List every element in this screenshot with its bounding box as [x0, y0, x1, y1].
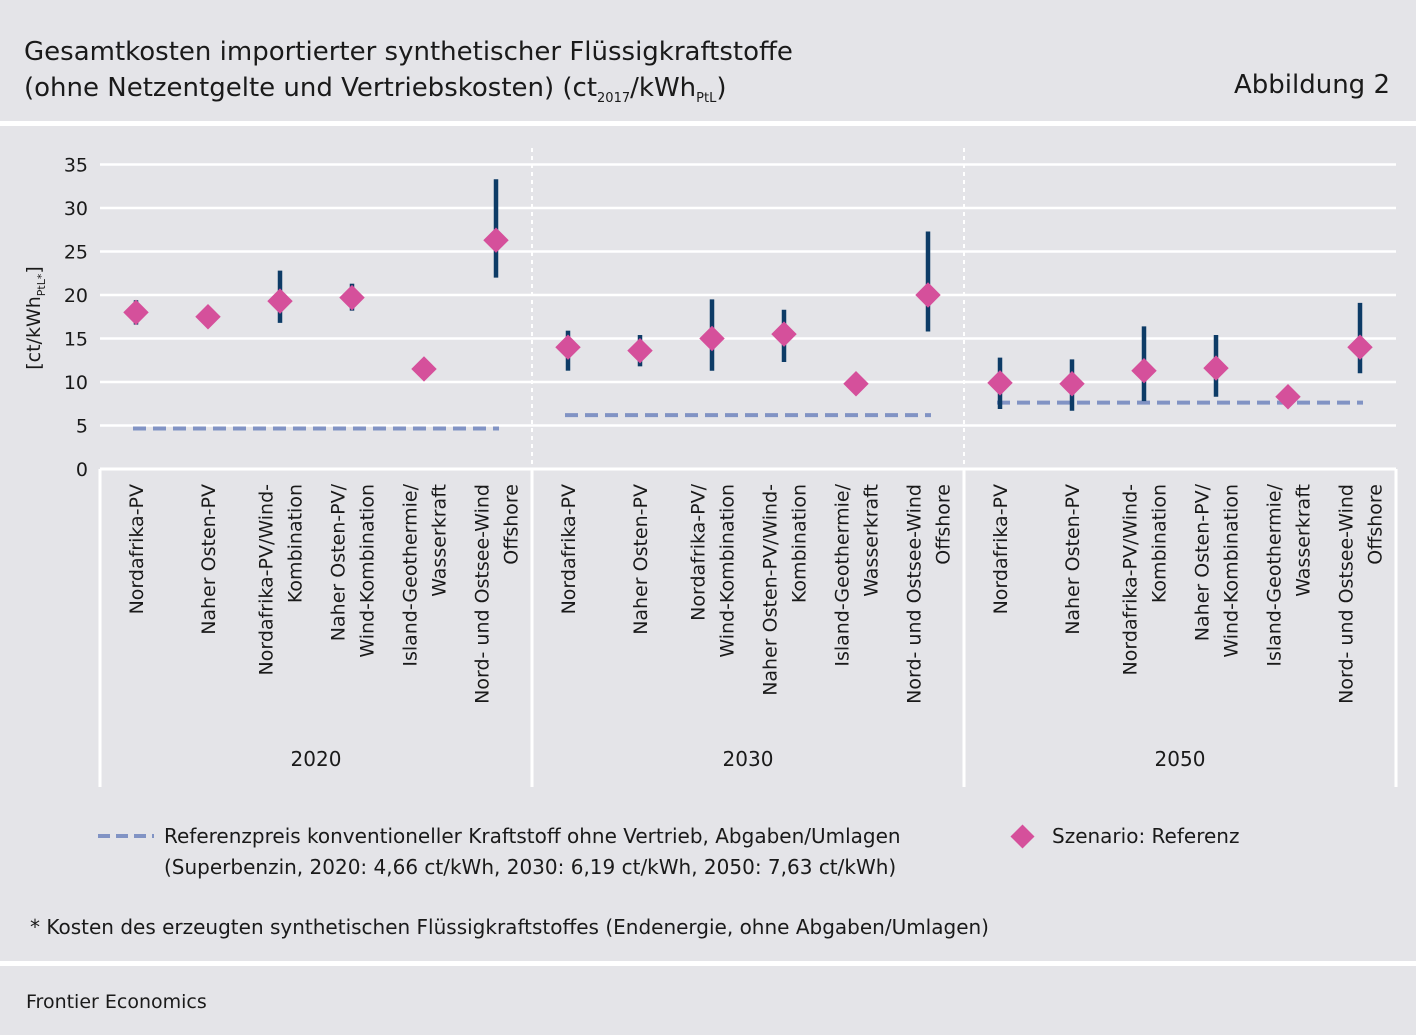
category-label: Offshore — [933, 484, 955, 565]
legend-scenario: Szenario: Referenz — [1052, 824, 1240, 848]
diamond-marker — [915, 282, 941, 308]
category-label: Island-Geothermie/ — [832, 483, 854, 666]
diamond-marker — [771, 321, 797, 347]
category-label: Naher Osten-PV/Wind- — [760, 484, 782, 696]
y-tick-label: 30 — [64, 198, 88, 220]
diamond-marker — [411, 356, 437, 382]
title-subscript-ptl: PtL — [696, 91, 717, 107]
category-label: Nordafrika-PV — [558, 484, 580, 614]
category-label: Island-Geothermie/ — [1264, 483, 1286, 666]
category-label: Nordafrika-PV — [990, 484, 1012, 614]
group-label: 2020 — [291, 747, 342, 771]
category-label: Nordafrika-PV/Wind- — [256, 484, 278, 675]
diamond-marker — [195, 304, 221, 330]
category-label: Kombination — [1149, 484, 1171, 603]
y-tick-label: 15 — [64, 329, 88, 351]
category-label: Wind-Kombination — [717, 484, 739, 658]
footer-divider — [0, 961, 1416, 966]
category-label: Naher Osten-PV — [198, 484, 220, 635]
legend-diamond-icon — [1010, 824, 1035, 849]
category-label: Nord- und Ostsee-Wind — [904, 484, 926, 704]
legend-reference-line2: (Superbenzin, 2020: 4,66 ct/kWh, 2030: 6… — [164, 855, 897, 879]
title-subscript-year: 2017 — [597, 91, 631, 107]
category-label: Island-Geothermie/ — [400, 483, 422, 666]
group-label: 2050 — [1155, 747, 1206, 771]
legend-reference-line1: Referenzpreis konventioneller Kraftstoff… — [164, 824, 901, 848]
category-label: Wasserkraft — [861, 484, 883, 597]
category-label: Naher Osten-PV — [1062, 484, 1084, 635]
diamond-marker — [627, 337, 653, 364]
diamond-marker — [123, 299, 149, 326]
y-tick-label: 35 — [64, 155, 88, 177]
chart-title: Gesamtkosten importierter synthetischer … — [24, 34, 793, 117]
category-label: Nord- und Ostsee-Wind — [1336, 484, 1358, 704]
y-tick-label: 0 — [76, 459, 88, 481]
title-close: ) — [716, 73, 727, 103]
category-label: Nordafrika-PV/ — [688, 483, 710, 620]
category-label: Kombination — [789, 484, 811, 603]
diamond-marker — [699, 325, 725, 352]
category-label: Nordafrika-PV/Wind- — [1120, 484, 1142, 675]
diamond-marker — [1059, 371, 1085, 397]
diamond-marker — [339, 284, 365, 311]
y-tick-label: 25 — [64, 242, 88, 264]
category-label: Wind-Kombination — [1221, 484, 1243, 658]
title-line-1: Gesamtkosten importierter synthetischer … — [24, 37, 793, 67]
diamond-marker — [1275, 384, 1301, 410]
category-label: Wind-Kombination — [357, 484, 379, 658]
diamond-marker — [555, 334, 581, 360]
legend-reference: Referenzpreis konventioneller Kraftstoff… — [164, 821, 901, 883]
category-label: Naher Osten-PV/ — [328, 483, 350, 641]
diamond-marker — [987, 370, 1013, 396]
diamond-marker — [1131, 357, 1157, 384]
category-label: Nord- und Ostsee-Wind — [472, 484, 494, 704]
title-line-2: (ohne Netzentgelte und Vertriebskosten) … — [24, 70, 793, 117]
category-label: Naher Osten-PV — [630, 484, 652, 635]
y-tick-label: 20 — [64, 285, 88, 307]
y-tick-label: 5 — [76, 416, 88, 438]
footnote: * Kosten des erzeugten synthetischen Flü… — [30, 915, 989, 939]
category-label: Wasserkraft — [1293, 484, 1315, 597]
category-label: Wasserkraft — [429, 484, 451, 597]
chart-canvas: 0 5 10 15 20 25 30 35 [ct/kWhPtL*] Nordafrika-PV N… — [23, 148, 1398, 787]
diamond-marker — [267, 288, 293, 314]
legend-reference-swatch — [98, 834, 154, 838]
title-line-2-text: (ohne Netzentgelte und Vertriebskosten) … — [24, 73, 598, 103]
group-label: 2030 — [723, 747, 774, 771]
diamond-marker — [483, 227, 509, 253]
category-label: Kombination — [285, 484, 307, 603]
diamond-marker — [1203, 355, 1229, 381]
category-label: Offshore — [501, 484, 523, 565]
diamond-marker — [843, 371, 869, 397]
category-label: Offshore — [1365, 484, 1387, 565]
figure-label: Abbildung 2 — [1233, 70, 1390, 100]
y-tick-label: 10 — [64, 372, 88, 394]
source: Frontier Economics — [26, 991, 207, 1013]
category-label: Nordafrika-PV — [126, 484, 148, 614]
category-label: Naher Osten-PV/ — [1192, 483, 1214, 641]
title-unit: /kWh — [630, 73, 697, 103]
y-axis-label: [ct/kWhPtL*] — [23, 266, 48, 370]
header-divider — [0, 121, 1416, 126]
